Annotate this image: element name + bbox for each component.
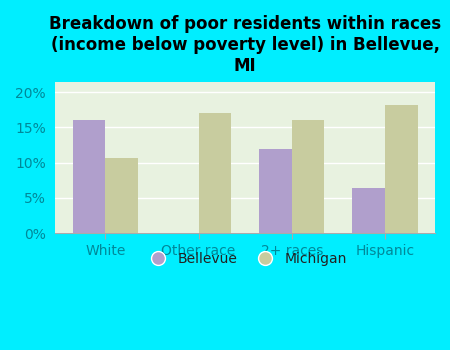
Bar [198,113,231,233]
Bar [259,149,292,233]
Legend: Bellevue, Michigan: Bellevue, Michigan [138,246,352,272]
Bar [105,158,138,233]
Bar [292,120,324,233]
Bar [352,188,385,233]
Bar [73,120,105,233]
Title: Breakdown of poor residents within races
(income below poverty level) in Bellevu: Breakdown of poor residents within races… [49,15,441,75]
Bar [385,105,418,233]
